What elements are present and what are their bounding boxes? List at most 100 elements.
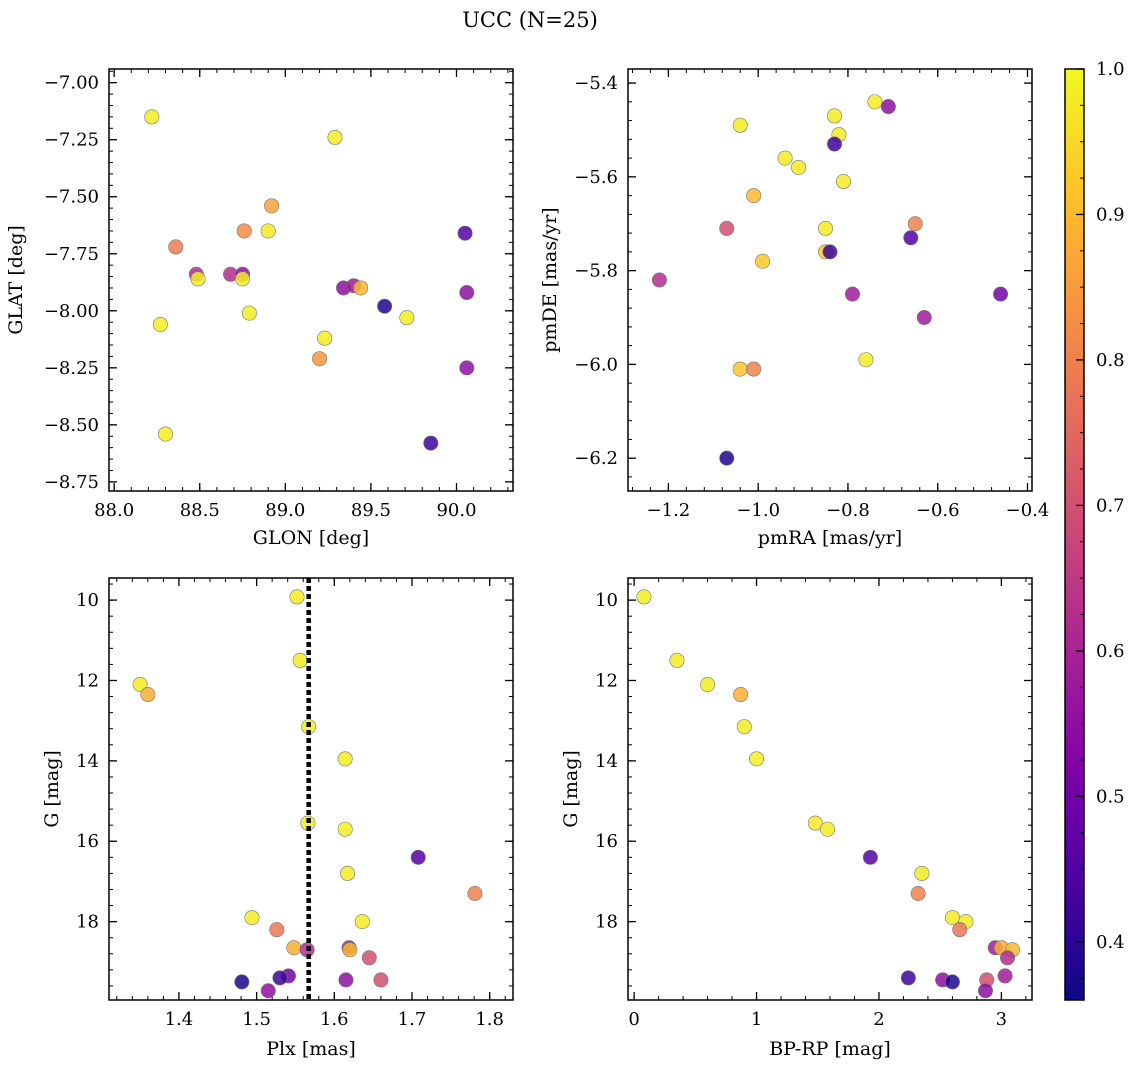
scatter-point — [862, 849, 878, 865]
y-axis-label: pmDE [mas/yr] — [539, 207, 561, 352]
y-tick-label: −8.25 — [44, 358, 99, 379]
scatter-point — [732, 361, 748, 377]
y-tick-label: 14 — [595, 751, 618, 772]
scatter-point — [818, 220, 834, 236]
x-tick-label: −1.0 — [736, 500, 780, 521]
colorbar-tick-label: 0.9 — [1096, 204, 1125, 225]
scatter-point — [236, 223, 252, 239]
scatter-point — [791, 159, 807, 175]
scatter-point — [286, 940, 302, 956]
scatter-point — [916, 310, 932, 326]
scatter-point — [719, 220, 735, 236]
scatter-point — [755, 253, 771, 269]
scatter-point — [241, 305, 257, 321]
scatter-point — [1000, 950, 1016, 966]
y-tick-label: 12 — [595, 670, 618, 691]
scatter-point — [732, 117, 748, 133]
figure-title: UCC (N=25) — [462, 8, 598, 32]
scatter-point — [733, 687, 749, 703]
colorbar-tick-label: 0.4 — [1096, 932, 1125, 953]
y-tick-label: 10 — [76, 590, 99, 611]
scatter-point — [997, 968, 1013, 984]
x-tick-label: 1.5 — [242, 1009, 271, 1030]
y-axis-label: GLAT [deg] — [5, 225, 27, 335]
scatter-point — [993, 286, 1009, 302]
scatter-point — [952, 922, 968, 938]
scatter-point — [423, 435, 439, 451]
x-tick-label: −0.4 — [1006, 500, 1050, 521]
scatter-point — [880, 99, 896, 115]
scatter-point — [746, 361, 762, 377]
x-tick-label: 2 — [873, 1009, 884, 1030]
scatter-point — [132, 677, 148, 693]
y-tick-label: −5.4 — [574, 73, 618, 94]
colorbar-tick-label: 0.5 — [1096, 786, 1125, 807]
scatter-points — [144, 109, 475, 451]
x-tick-label: −0.6 — [916, 500, 960, 521]
scatter-point — [669, 652, 685, 668]
y-tick-label: −8.75 — [44, 472, 99, 493]
scatter-points — [651, 94, 1009, 466]
scatter-point — [826, 108, 842, 124]
axes-frame — [627, 68, 1033, 492]
y-axis-label: G [mag] — [41, 750, 63, 828]
colorbar-tick-label: 1.0 — [1096, 59, 1125, 80]
scatter-point — [272, 970, 288, 986]
panels: 88.0 88.5 89.0 89.5 90.0 −7.00 −7.25 −7.50 −7.75… — [5, 68, 1050, 1060]
x-tick-label: −0.8 — [826, 500, 870, 521]
colorbar-tick-label: 0.6 — [1096, 641, 1125, 662]
scatter-point — [317, 330, 333, 346]
scatter-point — [235, 271, 251, 287]
scatter-point — [152, 316, 168, 332]
scatter-point — [844, 286, 860, 302]
colorbar-frame — [1064, 68, 1085, 1001]
scatter-point — [338, 972, 354, 988]
scatter-point — [361, 950, 377, 966]
scatter-point — [944, 974, 960, 990]
colorbar-tick-label: 0.8 — [1096, 350, 1125, 371]
scatter-point — [354, 914, 370, 930]
scatter-point — [903, 230, 919, 246]
y-tick-label: 10 — [595, 590, 618, 611]
scatter-point — [467, 885, 483, 901]
scatter-point — [337, 751, 353, 767]
scatter-point — [820, 821, 836, 837]
x-tick-label: 1.8 — [475, 1009, 504, 1030]
scatter-point — [292, 652, 308, 668]
scatter-point — [410, 849, 426, 865]
scatter-point — [340, 865, 356, 881]
scatter-point — [835, 174, 851, 190]
scatter-point — [337, 821, 353, 837]
scatter-point — [822, 244, 838, 260]
scatter-point — [636, 589, 652, 605]
y-tick-label: 16 — [76, 831, 99, 852]
scatter-point — [457, 225, 473, 241]
x-tick-label: 90.0 — [436, 500, 476, 521]
scatter-point — [168, 239, 184, 255]
scatter-point — [377, 298, 393, 314]
y-tick-label: 14 — [76, 751, 99, 772]
axes-frame — [108, 68, 514, 492]
y-tick-label: −5.8 — [574, 261, 618, 282]
y-tick-label: 12 — [76, 670, 99, 691]
scatter-point — [858, 352, 874, 368]
colorbar-tick-label: 0.7 — [1096, 495, 1125, 516]
scatter-point — [719, 450, 735, 466]
scatter-point — [651, 272, 667, 288]
scatter-point — [269, 922, 285, 938]
colorbar: 0.4 0.5 0.6 0.7 0.8 0.9 1.0 — [1064, 59, 1125, 1001]
scatter-point — [777, 150, 793, 166]
scatter-point — [244, 910, 260, 926]
scatter-point — [910, 885, 926, 901]
x-tick-label: 1.7 — [398, 1009, 427, 1030]
scatter-point — [749, 751, 765, 767]
y-tick-label: −7.00 — [44, 73, 99, 94]
x-tick-label: 88.5 — [180, 500, 220, 521]
panel-proper-motion: −1.2 −1.0 −0.8 −0.6 −0.4 −5.4 −5.6 −5.8 −6.0 −6.2… — [539, 68, 1050, 549]
scatter-point — [900, 970, 916, 986]
x-tick-label: 3 — [996, 1009, 1007, 1030]
scatter-point — [907, 216, 923, 232]
scatter-point — [867, 94, 883, 110]
y-axis-label: G [mag] — [560, 750, 582, 828]
